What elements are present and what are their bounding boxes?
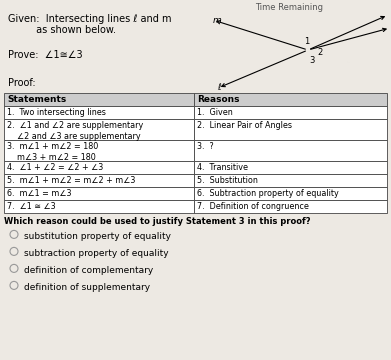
Text: 6.  Subtraction property of equality: 6. Subtraction property of equality [197,189,339,198]
Bar [4,93,194,106]
Text: ℓ: ℓ [217,83,221,92]
Text: definition of complementary: definition of complementary [24,266,153,275]
Bar [4,161,194,174]
Bar [194,161,387,174]
Text: 3.  m∠1 + m∠2 = 180
    m∠3 + m∠2 = 180: 3. m∠1 + m∠2 = 180 m∠3 + m∠2 = 180 [7,142,98,162]
Text: Which reason could be used to justify Statement 3 in this proof?: Which reason could be used to justify St… [4,217,310,226]
Text: 7.  ∠1 ≅ ∠3: 7. ∠1 ≅ ∠3 [7,202,56,211]
Text: Reasons: Reasons [197,95,240,104]
Bar [4,106,194,119]
Text: 2.  Linear Pair of Angles: 2. Linear Pair of Angles [197,121,292,130]
Bar [194,200,387,213]
Text: Given:  Intersecting lines ℓ and m: Given: Intersecting lines ℓ and m [8,14,172,24]
Bar [194,174,387,187]
Text: Time Remaining: Time Remaining [255,3,323,12]
Text: 3: 3 [309,56,314,65]
Text: 4.  ∠1 + ∠2 = ∠2 + ∠3: 4. ∠1 + ∠2 = ∠2 + ∠3 [7,163,103,172]
Text: Statements: Statements [7,95,66,104]
Text: 1.  Two intersecting lines: 1. Two intersecting lines [7,108,106,117]
Bar [194,187,387,200]
Text: 2: 2 [317,48,322,57]
Text: 2.  ∠1 and ∠2 are supplementary
    ∠2 and ∠3 are supplementary: 2. ∠1 and ∠2 are supplementary ∠2 and ∠3… [7,121,143,141]
Text: 6.  m∠1 = m∠3: 6. m∠1 = m∠3 [7,189,72,198]
Text: 1: 1 [304,37,309,46]
Text: as shown below.: as shown below. [8,25,116,35]
Text: 3.  ?: 3. ? [197,142,214,151]
Text: 7.  Definition of congruence: 7. Definition of congruence [197,202,309,211]
Text: definition of supplementary: definition of supplementary [24,283,150,292]
Bar [194,140,387,161]
Bar [4,187,194,200]
Text: 1.  Given: 1. Given [197,108,233,117]
Bar [4,174,194,187]
Text: 5.  Substitution: 5. Substitution [197,176,258,185]
Text: 4.  Transitive: 4. Transitive [197,163,248,172]
Text: subtraction property of equality: subtraction property of equality [24,249,169,258]
Text: Prove:  ∠1≅∠3: Prove: ∠1≅∠3 [8,50,83,60]
Text: Proof:: Proof: [8,78,36,88]
Bar [4,119,194,140]
Bar [194,119,387,140]
Text: 5.  m∠1 + m∠2 = m∠2 + m∠3: 5. m∠1 + m∠2 = m∠2 + m∠3 [7,176,135,185]
Bar [4,140,194,161]
Text: substitution property of equality: substitution property of equality [24,232,171,241]
Text: m: m [213,16,222,25]
Bar [4,200,194,213]
Bar [194,93,387,106]
Bar [194,106,387,119]
